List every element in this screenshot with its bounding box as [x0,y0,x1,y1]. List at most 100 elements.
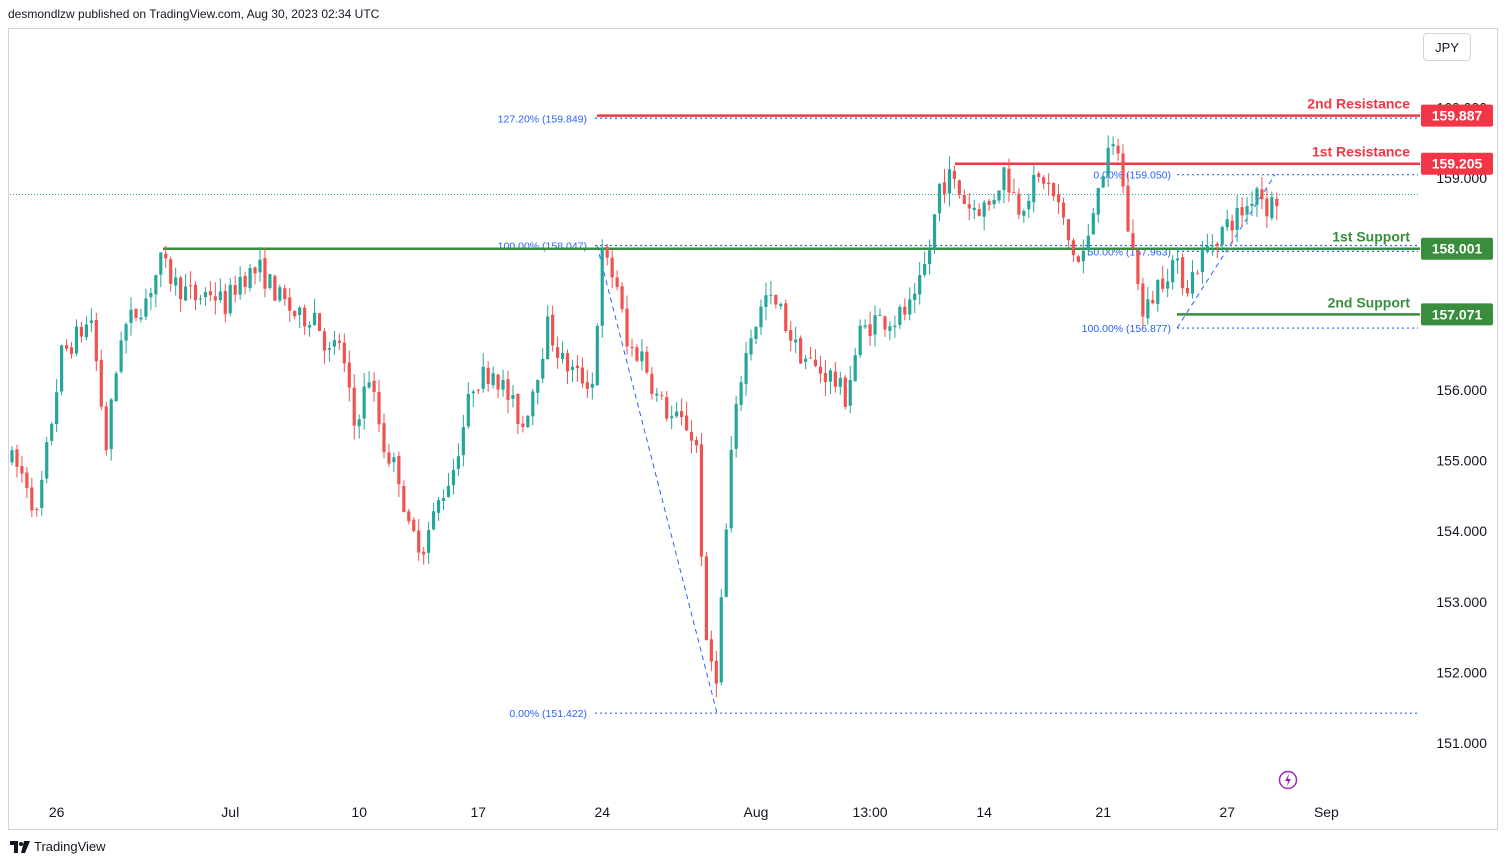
candle-body [432,511,436,530]
candle-body [134,308,138,318]
tradingview-logo-icon [10,840,30,853]
candle-body [818,366,823,374]
candle-body [1042,177,1046,184]
candle-body [159,252,163,275]
candle-body [962,194,966,204]
candle-body [114,373,118,401]
candle-body [794,339,798,343]
candle-body [1185,287,1190,294]
price-tick-label: 154.000 [1436,523,1487,539]
candle-body [99,359,103,407]
candle-body [541,358,545,379]
candle-body [1215,243,1219,247]
candle-body [660,395,664,397]
candle-body [1171,260,1175,283]
candle-body [1270,197,1274,219]
candle-body [967,204,971,209]
candle-body [1047,182,1051,185]
candle-body [476,389,480,391]
candle-body [1275,198,1279,207]
price-tick-label: 153.000 [1436,594,1487,610]
candle-body [1101,176,1105,188]
candle-body [486,367,490,384]
candle-body [789,330,793,341]
candle-body [1250,203,1254,206]
candle-body [1066,219,1071,241]
candle-body [913,293,917,300]
candle-body [15,449,19,467]
candle-body [377,391,381,425]
candle-body [759,306,763,328]
candle-body [89,320,93,324]
candle-body [213,296,217,301]
candle-body [382,423,386,453]
footer-brand[interactable]: TradingView [10,839,106,854]
candle-body [149,292,153,298]
candle-body [918,275,922,295]
candle-body [1121,153,1125,187]
candle-body [1136,249,1140,285]
lightning-bolt-icon[interactable] [1278,770,1298,790]
candle-body [174,277,178,286]
candle-body [268,274,272,288]
candle-body [501,380,505,390]
candle-body [987,201,991,205]
candle-body [699,444,704,557]
candle-body [55,392,59,425]
candle-body [580,367,584,384]
chart-frame [8,28,1498,830]
candle-body [233,285,237,295]
candle-body [1106,147,1110,176]
candle-body [729,449,733,529]
candle-body [144,298,148,317]
candle-body [516,393,520,425]
candle-body [868,324,872,336]
candle-body [779,303,783,307]
candle-body [1141,283,1145,317]
candle-body [714,660,718,684]
level-label: 2nd Resistance [1307,96,1410,112]
candle-body [1076,256,1080,263]
candle-body [69,347,74,354]
candle-body [719,597,723,683]
candle-body [1007,168,1011,193]
candle-body [1002,167,1006,190]
candle-body [1200,250,1204,272]
publish-info: desmondlzw published on TradingView.com,… [8,7,380,21]
price-tick-label: 155.000 [1436,453,1487,469]
price-badge [1421,303,1493,326]
candle-body [531,391,535,417]
candle-body [605,246,609,258]
currency-button[interactable]: JPY [1423,33,1471,61]
candle-body [1086,235,1090,251]
candle-body [650,373,654,394]
candle-body [273,275,277,301]
candle-body [436,500,441,513]
candle-body [1116,145,1120,154]
candle-body [60,345,64,392]
candle-body [387,452,391,464]
candle-body [422,551,426,555]
candle-body [1225,219,1229,228]
level-badges-layer: 159.887 159.205 158.001 157.071 [1421,104,1493,326]
candle-body [228,284,232,314]
candle-body [704,556,708,641]
time-tick-label: 13:00 [853,804,888,820]
candle-body [521,423,525,428]
candle-body [164,253,168,259]
price-badge-label: 158.001 [1432,241,1483,257]
candle-body [169,259,173,284]
candle-body [337,340,341,343]
price-tick-label: 151.000 [1436,735,1487,751]
candle-body [942,182,947,194]
candle-body [813,359,818,366]
candle-body [1210,245,1214,247]
candle-body [937,183,942,214]
candle-body [923,263,927,275]
candle-body [109,399,113,450]
time-axis: 26 Jul 10 17 24 Aug 13:00 14 21 27 Sep [49,804,1339,820]
price-badge-label: 157.071 [1432,306,1483,322]
candle-body [997,190,1001,201]
candle-body [625,308,629,347]
